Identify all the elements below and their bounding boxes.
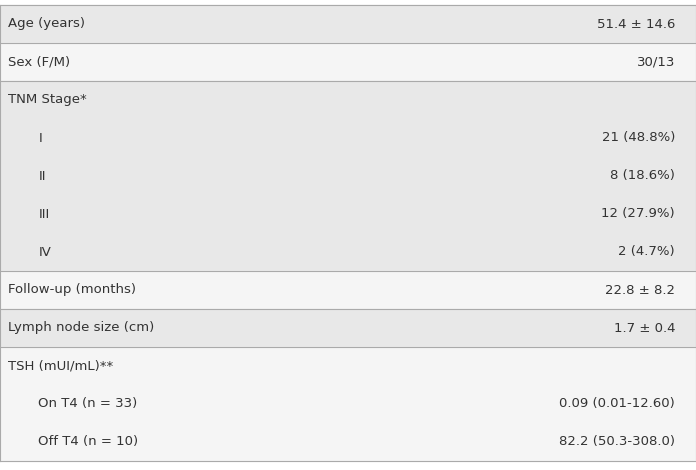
Text: 8 (18.6%): 8 (18.6%) xyxy=(610,170,675,182)
Text: TNM Stage*: TNM Stage* xyxy=(8,94,87,107)
Bar xyxy=(0,347,696,461)
Text: 2 (4.7%): 2 (4.7%) xyxy=(619,245,675,258)
Text: 30/13: 30/13 xyxy=(637,55,675,69)
Text: 21 (48.8%): 21 (48.8%) xyxy=(602,132,675,144)
Text: III: III xyxy=(38,207,49,220)
Text: Off T4 (n = 10): Off T4 (n = 10) xyxy=(38,436,139,448)
Text: 82.2 (50.3-308.0): 82.2 (50.3-308.0) xyxy=(559,436,675,448)
Text: Lymph node size (cm): Lymph node size (cm) xyxy=(8,321,155,335)
Text: On T4 (n = 33): On T4 (n = 33) xyxy=(38,398,138,410)
Text: 1.7 ± 0.4: 1.7 ± 0.4 xyxy=(614,321,675,335)
Text: Age (years): Age (years) xyxy=(8,17,86,31)
Text: TSH (mUI/mL)**: TSH (mUI/mL)** xyxy=(8,360,113,373)
Text: II: II xyxy=(38,170,46,182)
Bar xyxy=(0,43,696,81)
Text: Follow-up (months): Follow-up (months) xyxy=(8,283,136,297)
Text: 0.09 (0.01-12.60): 0.09 (0.01-12.60) xyxy=(560,398,675,410)
Text: 12 (27.9%): 12 (27.9%) xyxy=(601,207,675,220)
Text: I: I xyxy=(38,132,42,144)
Text: 51.4 ± 14.6: 51.4 ± 14.6 xyxy=(596,17,675,31)
Text: 22.8 ± 8.2: 22.8 ± 8.2 xyxy=(605,283,675,297)
Bar xyxy=(0,309,696,347)
Text: IV: IV xyxy=(38,245,51,258)
Bar xyxy=(0,81,696,271)
Bar xyxy=(0,5,696,43)
Bar xyxy=(0,271,696,309)
Text: Sex (F/M): Sex (F/M) xyxy=(8,55,70,69)
